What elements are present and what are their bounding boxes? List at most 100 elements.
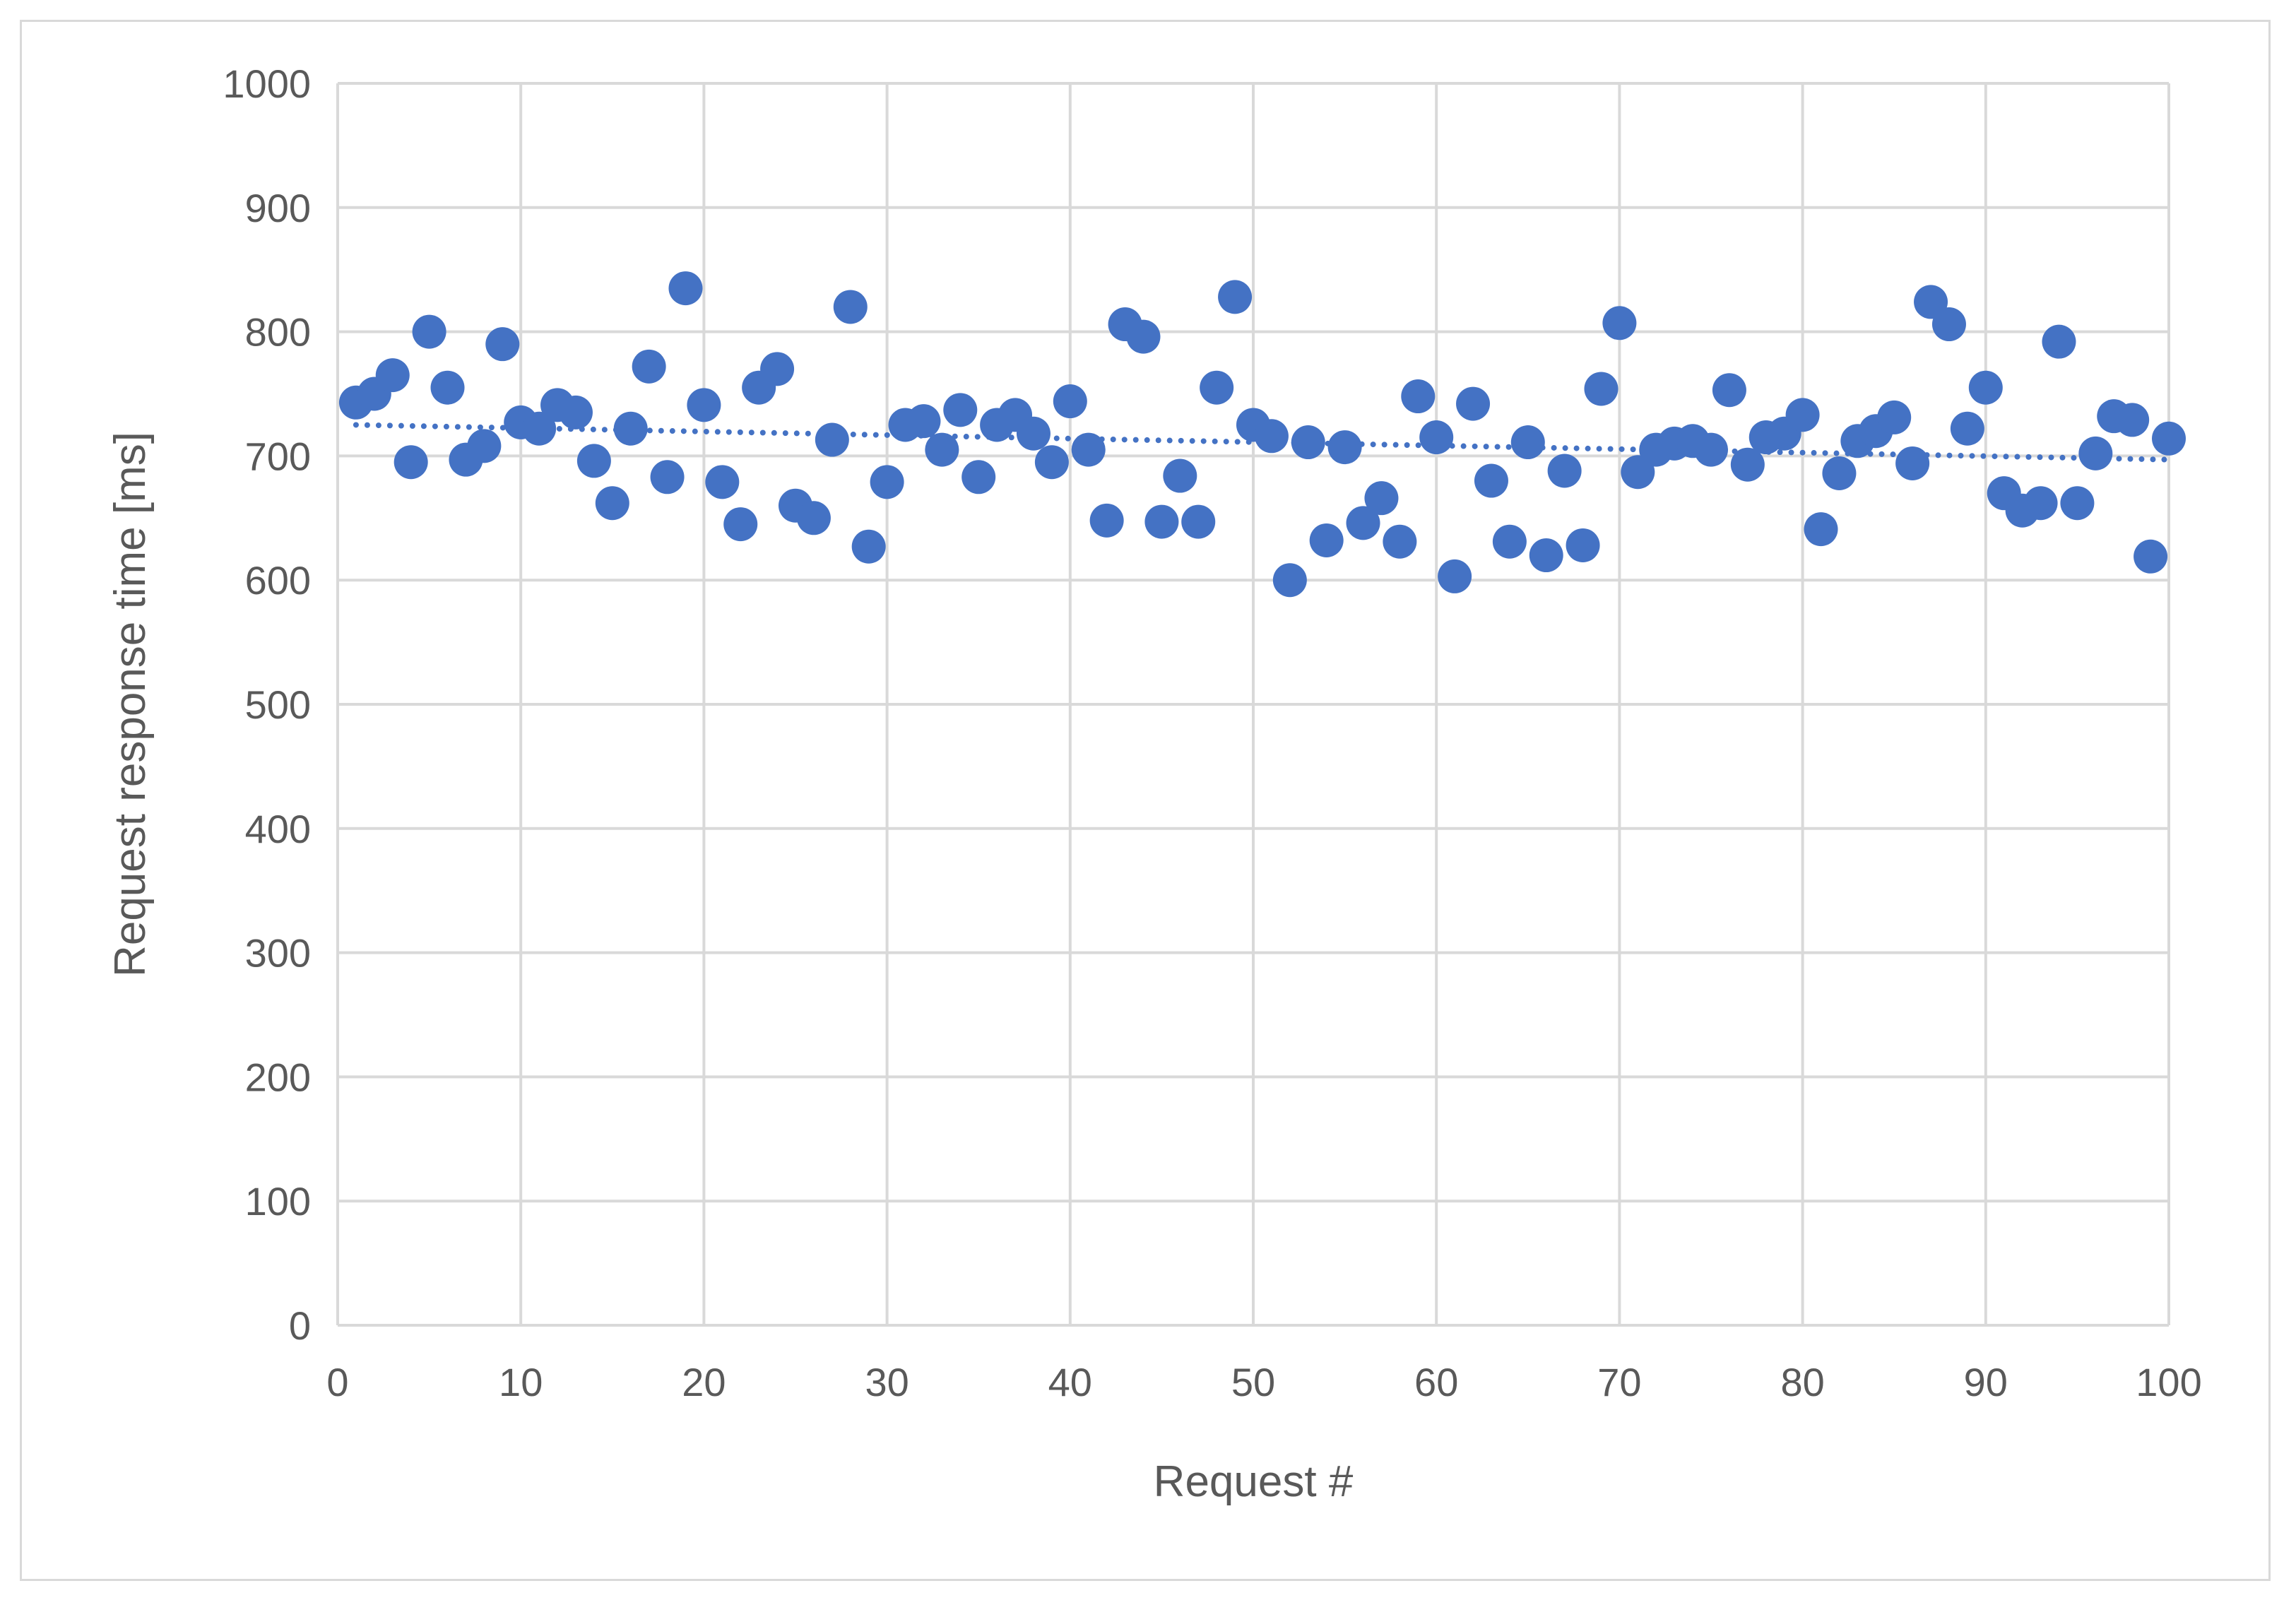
data-point (1712, 373, 1746, 408)
data-point (2042, 324, 2076, 359)
data-point (705, 465, 740, 499)
x-tick-label: 10 (499, 1360, 543, 1404)
data-point (925, 432, 959, 467)
x-tick-label: 100 (2136, 1360, 2201, 1404)
y-tick-label: 900 (245, 186, 311, 230)
data-point (393, 445, 428, 480)
data-point (1785, 398, 1820, 432)
data-point (1914, 285, 1948, 319)
data-point (906, 404, 941, 439)
x-gridlines (336, 83, 2170, 1325)
data-point (430, 370, 465, 405)
data-point (1401, 379, 1436, 414)
data-point (851, 529, 886, 564)
y-tick-label: 1000 (223, 61, 311, 106)
x-tick-label: 70 (1597, 1360, 1641, 1404)
x-tick-label: 40 (1048, 1360, 1092, 1404)
data-point (1419, 420, 1454, 455)
y-tick-label: 700 (245, 434, 311, 478)
data-point (2152, 421, 2186, 456)
data-point (558, 395, 593, 430)
data-point (1492, 524, 1527, 559)
x-tick-labels: 0 10 20 30 40 50 60 70 80 90 100 (326, 1360, 2201, 1404)
data-point (375, 358, 410, 393)
data-points (338, 271, 2186, 598)
data-point (1456, 386, 1491, 421)
data-point (1364, 481, 1399, 516)
data-point (1931, 307, 1966, 342)
data-point (1126, 319, 1161, 354)
x-tick-label: 80 (1780, 1360, 1824, 1404)
data-point (1346, 506, 1380, 540)
data-point (1272, 563, 1307, 598)
data-point (760, 352, 795, 386)
x-tick-label: 0 (326, 1360, 348, 1404)
data-point (1309, 523, 1344, 557)
data-point (723, 507, 758, 542)
data-point (1547, 454, 1582, 488)
y-tick-label: 0 (289, 1303, 311, 1348)
data-point (2060, 486, 2095, 521)
data-point (632, 349, 666, 384)
data-point (1584, 372, 1619, 406)
data-point (412, 314, 446, 349)
data-point (1895, 446, 1930, 480)
data-point (1968, 370, 2003, 405)
data-point (1034, 445, 1069, 480)
data-point (613, 411, 648, 446)
data-point (687, 388, 721, 422)
y-tick-labels: 0 100 200 300 400 500 600 700 800 900 1000 (223, 61, 311, 1348)
y-tick-label: 600 (245, 558, 311, 603)
y-tick-label: 100 (245, 1179, 311, 1224)
data-point (1510, 425, 1545, 460)
data-point (2115, 403, 2150, 437)
data-point (796, 501, 831, 535)
y-axis-title: Request response time [ms] (106, 432, 155, 977)
data-point (870, 465, 904, 499)
data-point (1144, 504, 1179, 539)
data-point (961, 460, 996, 494)
x-tick-label: 50 (1231, 1360, 1275, 1404)
data-point (485, 327, 520, 362)
data-point (1053, 384, 1087, 419)
data-point (1327, 430, 1362, 465)
data-point (1089, 503, 1124, 538)
data-point (1218, 280, 1253, 314)
y-tick-label: 800 (245, 310, 311, 355)
data-point (1071, 432, 1106, 467)
data-point (1950, 411, 1984, 446)
data-point (1804, 512, 1838, 547)
x-axis-title: Request # (1154, 1457, 1354, 1506)
y-tick-label: 400 (245, 807, 311, 851)
data-point (815, 422, 849, 457)
data-point (1602, 306, 1637, 340)
x-tick-label: 30 (865, 1360, 909, 1404)
data-point (668, 271, 703, 306)
data-point (1566, 528, 1600, 562)
data-point (1181, 504, 1216, 539)
data-point (1730, 447, 1765, 482)
data-point (1822, 456, 1857, 491)
y-tick-label: 500 (245, 682, 311, 727)
data-point (1621, 455, 1655, 490)
data-point (595, 486, 629, 521)
data-point (2134, 539, 2168, 574)
data-point (1694, 432, 1728, 467)
data-point (2078, 436, 2113, 470)
data-point (943, 393, 978, 427)
data-point (576, 444, 611, 478)
data-point (650, 460, 685, 494)
x-tick-label: 20 (682, 1360, 726, 1404)
data-point (522, 411, 557, 446)
data-point (1254, 419, 1289, 454)
data-point (1016, 416, 1051, 451)
data-point (1383, 524, 1417, 559)
x-tick-label: 60 (1414, 1360, 1458, 1404)
data-point (1291, 425, 1325, 460)
chart-frame (20, 20, 2271, 1581)
data-point (1438, 559, 1472, 593)
data-point (467, 429, 502, 463)
y-tick-label: 300 (245, 931, 311, 976)
data-point (1877, 400, 1912, 434)
